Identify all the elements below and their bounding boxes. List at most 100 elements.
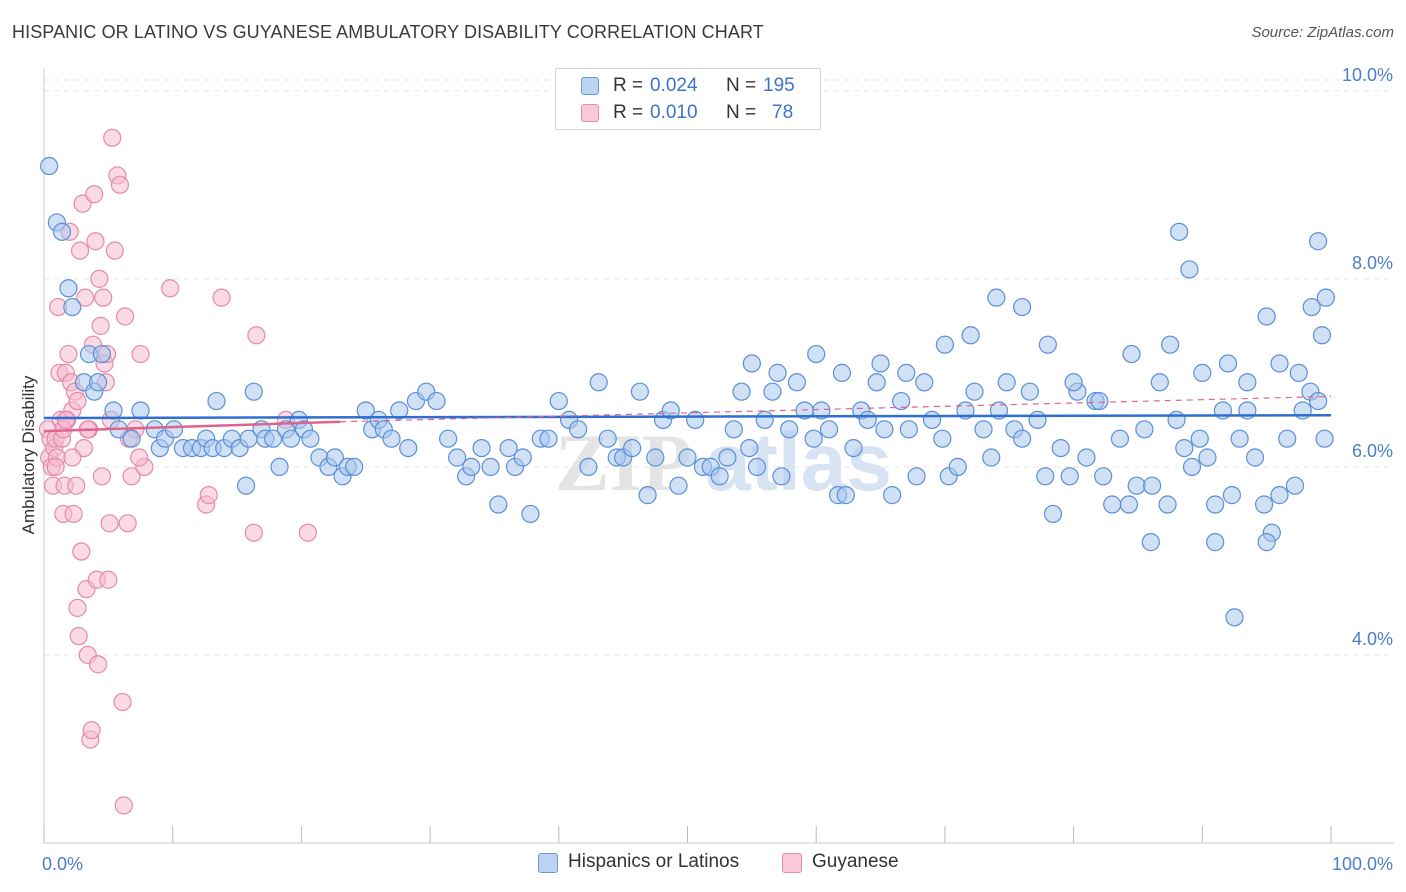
hispanic-point (1225, 608, 1244, 627)
guyanese-point (59, 344, 78, 364)
hispanic-point (164, 420, 184, 439)
hispanic-point (1193, 363, 1212, 382)
hispanic-point (1289, 363, 1308, 382)
hispanic-point (569, 420, 588, 439)
hispanic-point (1013, 297, 1032, 317)
guyanese-point (90, 269, 109, 288)
hispanic-point (1309, 232, 1328, 251)
hispanic-point (40, 156, 59, 176)
guyanese-point (113, 692, 132, 712)
hispanic-point (282, 429, 301, 448)
hispanic-point (747, 457, 767, 477)
hispanic-point (439, 429, 458, 448)
guyanese-point (63, 448, 82, 467)
legend-label-guyanese: Guyanese (812, 851, 899, 872)
x-tick-label-min: 0.0% (42, 854, 83, 874)
hispanic-point (1302, 297, 1321, 317)
hispanic-point (922, 410, 942, 429)
legend-r-label: R = (613, 102, 644, 123)
guyanese-point (103, 128, 122, 147)
hispanic-point (742, 354, 761, 373)
guyanese-point (110, 175, 130, 194)
hispanic-point (244, 382, 263, 401)
guyanese-point (64, 504, 83, 524)
hispanic-point (270, 457, 289, 477)
guyanese-point (94, 288, 113, 307)
y-axis-title: Ambulatory Disability (19, 375, 38, 534)
guyanese-point (72, 542, 91, 561)
hispanic-point (935, 335, 955, 354)
hispanic-point (448, 448, 467, 467)
hispanic-points (40, 156, 1335, 627)
hispanic-point (1316, 288, 1335, 307)
hispanic-point (1090, 391, 1109, 411)
hispanic-point (836, 486, 855, 505)
hispanic-point (907, 467, 926, 486)
hispanic-point (207, 391, 226, 411)
hispanic-point (104, 401, 123, 420)
legend-swatch-blue (581, 77, 599, 95)
stats-legend: R = 0.024 N = 195 R = 0.010 N = 78 (555, 68, 821, 130)
hispanic-point (638, 486, 657, 505)
guyanese-point (86, 232, 105, 251)
hispanic-point (1170, 222, 1189, 241)
hispanic-point (1161, 335, 1180, 354)
guyanese-point (67, 476, 86, 495)
hispanic-point (871, 354, 890, 373)
hispanic-point (1312, 326, 1332, 345)
guyanese-point (88, 655, 108, 674)
hispanic-point (1020, 382, 1039, 401)
chart-title: HISPANIC OR LATINO VS GUYANESE AMBULATOR… (12, 22, 764, 42)
hispanic-point (1135, 420, 1154, 439)
hispanic-point (539, 429, 558, 448)
hispanic-point (875, 420, 894, 439)
hispanic-point (1141, 533, 1160, 552)
hispanic-point (646, 448, 665, 467)
hispanic-point (63, 297, 82, 317)
guyanese-point (122, 467, 141, 486)
y-tick-label: 6.0% (1352, 441, 1393, 461)
hispanic-point (897, 363, 916, 382)
hispanic-point (472, 438, 491, 458)
hispanic-point (1206, 533, 1225, 552)
hispanic-point (1270, 354, 1289, 373)
guyanese-point (247, 326, 266, 345)
legend-n-label: N = (726, 75, 757, 96)
hispanic-point (399, 438, 418, 458)
hispanic-point (1013, 429, 1032, 448)
hispanic-point (1175, 438, 1194, 458)
hispanic-point (804, 429, 823, 448)
hispanic-point (1094, 467, 1113, 486)
legend-n-value: 78 (772, 102, 794, 123)
hispanic-point (1158, 495, 1177, 514)
hispanic-point (724, 420, 743, 439)
hispanic-point (549, 391, 568, 411)
hispanic-point (732, 382, 751, 401)
hispanic-point (1285, 476, 1305, 495)
hispanic-point (832, 363, 852, 382)
hispanic-point (787, 373, 806, 392)
guyanese-point (161, 279, 180, 298)
hispanic-point (1036, 467, 1055, 486)
hispanic-point (755, 410, 774, 429)
guyanese-point (115, 307, 135, 326)
hispanic-point (718, 448, 737, 467)
hispanic-point (772, 467, 791, 486)
legend-r-label: R = (613, 75, 644, 96)
hispanic-point (844, 438, 863, 458)
hispanic-point (1230, 429, 1249, 448)
hispanic-point (1278, 429, 1297, 448)
hispanic-point (1245, 448, 1265, 467)
hispanic-point (1150, 373, 1169, 392)
hispanic-point (1315, 429, 1334, 448)
hispanic-point (345, 457, 364, 477)
hispanic-point (92, 344, 112, 364)
hispanic-point (710, 467, 729, 486)
hispanic-point (812, 401, 831, 420)
hispanic-point (780, 420, 799, 439)
guyanese-point (76, 288, 95, 307)
hispanic-point (819, 420, 839, 439)
guyanese-trend-line-extended (339, 395, 1332, 423)
hispanic-point (630, 382, 649, 401)
hispanic-point (669, 476, 688, 495)
